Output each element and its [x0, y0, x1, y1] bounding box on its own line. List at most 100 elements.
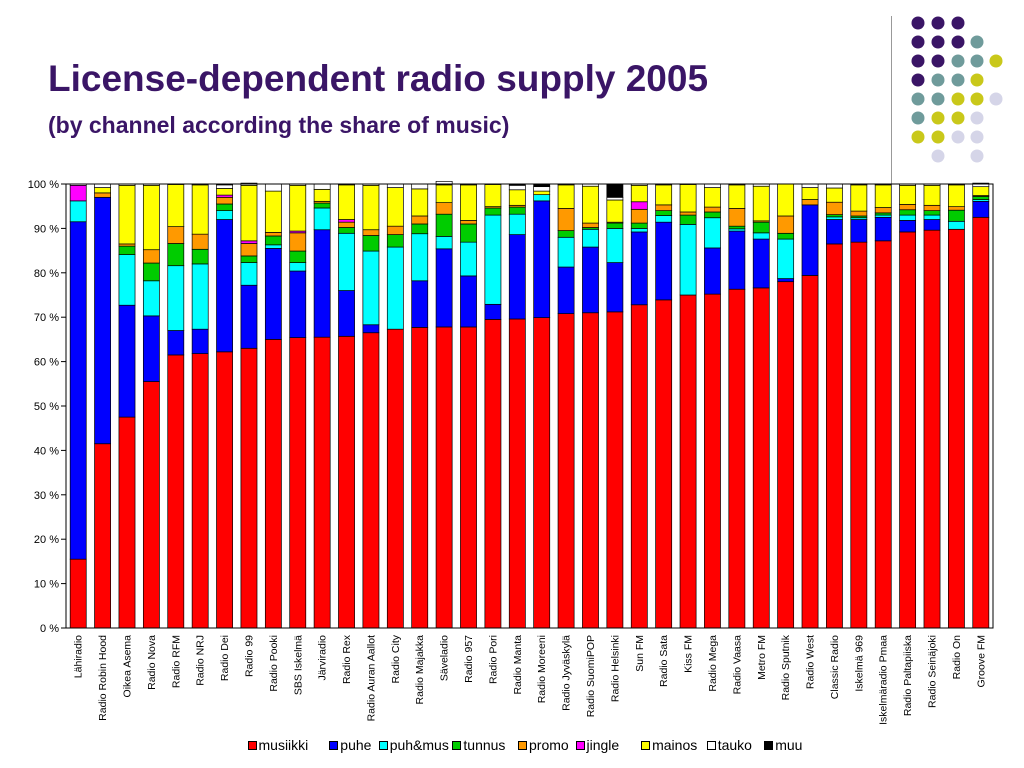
x-tick-label: Radio Paltapiiska — [902, 635, 914, 716]
bar-segment-tauko — [313, 183, 331, 190]
x-tick-label: Radio Moreeni — [536, 635, 548, 703]
bar-segment-promo — [435, 202, 453, 215]
bar-segment-promo — [728, 208, 746, 227]
bar-segment-puhe — [874, 216, 892, 242]
legend-label: musiikki — [258, 737, 309, 753]
x-tick-label: Metro FM — [756, 635, 768, 680]
bar-segment-mainos — [582, 185, 599, 224]
bar-segment-mainos — [484, 184, 502, 207]
bar-segment-mainos — [362, 184, 380, 231]
bar-segment-musiikki — [264, 339, 282, 629]
bar-segment-musiikki — [386, 328, 404, 629]
bar-segment-mainos — [557, 184, 575, 209]
bar-segment-tunnus — [191, 248, 209, 265]
bar-segment-puh-mus — [69, 200, 87, 223]
bar-segment-promo — [338, 221, 355, 228]
x-tick-label: Radio Pooki — [268, 635, 280, 692]
bar-segment-puh-mus — [362, 250, 380, 326]
bar-segment-puh-mus — [606, 228, 624, 263]
bar-segment-mainos — [167, 184, 185, 227]
decorative-dot — [970, 92, 984, 106]
bar-segment-musiikki — [435, 326, 453, 629]
bar-segment-promo — [191, 233, 209, 250]
bar-segment-promo — [899, 204, 917, 211]
bar-segment-puh-mus — [582, 228, 599, 248]
bar-segment-tunnus — [948, 209, 965, 222]
bar-segment-musiikki — [679, 294, 697, 629]
bar-segment-puh-mus — [435, 236, 453, 250]
bar-segment-puhe — [923, 219, 941, 231]
bar-segment-puh-mus — [899, 214, 917, 221]
bar-segment-mainos — [508, 189, 526, 206]
bar-segment-promo — [826, 201, 843, 215]
bar-segment-puh-mus — [533, 194, 551, 202]
x-tick-label: Kiss FM — [683, 635, 695, 673]
x-tick-label: Radio Robin Hood — [97, 635, 109, 721]
decorative-dot — [970, 149, 984, 163]
bar-segment-puhe — [801, 204, 819, 276]
decorative-dot — [989, 92, 1003, 106]
bar-segment-mainos — [289, 184, 307, 232]
bar-segment-puhe — [313, 229, 331, 338]
bar-segment-puh-mus — [191, 263, 209, 330]
bar-segment-musiikki — [557, 313, 575, 629]
bar-segment-puh-mus — [826, 216, 843, 220]
bar-segment-tauko — [94, 183, 111, 188]
bar-segment-tauko — [411, 183, 429, 190]
bar-segment-puhe — [411, 280, 429, 328]
x-tick-label: Iskelmäradio Pmaa — [878, 635, 890, 725]
bar-segment-musiikki — [94, 443, 111, 629]
bar-segment-puh-mus — [484, 214, 502, 305]
bar-segment-tauko — [826, 183, 843, 189]
decorative-dot — [931, 35, 945, 49]
bar-segment-puh-mus — [118, 254, 136, 306]
legend-label: jingle — [586, 737, 620, 753]
bar-segment-tauko — [704, 183, 721, 188]
bar-segment-promo — [630, 208, 648, 224]
bar-segment-promo — [386, 225, 404, 235]
decorative-dot — [931, 92, 945, 106]
bar-segment-puhe — [484, 303, 502, 320]
bar-segment-musiikki — [69, 558, 87, 629]
decorative-dot — [911, 54, 925, 68]
bar-segment-promo — [704, 206, 721, 213]
bar-segment-tunnus — [484, 207, 502, 216]
bar-segment-tunnus — [899, 209, 917, 216]
bar-segment-puhe — [704, 247, 721, 295]
bar-segment-musiikki — [948, 228, 965, 629]
bar-segment-promo — [874, 207, 892, 214]
bar-segment-musiikki — [606, 311, 624, 629]
bar-segment-puhe — [850, 219, 868, 243]
bar-segment-puhe — [216, 219, 233, 353]
bar-segment-puh-mus — [948, 220, 965, 230]
bar-segment-tauko — [216, 184, 233, 189]
bar-segment-mainos — [777, 183, 795, 217]
bar-segment-tunnus — [216, 203, 233, 211]
x-tick-label: Radio On — [951, 635, 963, 680]
bar-segment-puh-mus — [923, 214, 941, 220]
bar-segment-tunnus — [923, 210, 941, 216]
decorative-dot — [989, 54, 1003, 68]
bar-segment-tunnus — [972, 196, 990, 200]
bar-segment-tunnus — [557, 230, 575, 238]
x-tick-label: Radio Seinäjoki — [927, 635, 939, 708]
legend-swatch — [575, 741, 585, 750]
y-tick-label: 100 % — [28, 179, 59, 191]
bar-segment-musiikki — [508, 318, 526, 629]
bar-segment-musiikki — [850, 241, 868, 629]
bar-segment-mainos — [460, 184, 477, 221]
bar-segment-mainos — [411, 188, 429, 217]
bar-segment-tunnus — [362, 235, 380, 252]
bar-segment-mainos — [94, 187, 111, 194]
bar-segment-mainos — [972, 186, 990, 196]
bar-segment-tunnus — [240, 255, 258, 263]
x-tick-label: Radio 99 — [243, 635, 255, 677]
x-tick-label: Lähiradio — [73, 635, 85, 678]
bar-segment-mainos — [606, 199, 624, 223]
bar-segment-promo — [655, 204, 673, 211]
bar-segment-tunnus — [435, 213, 453, 237]
bar-segment-tunnus — [386, 234, 404, 248]
bar-segment-puh-mus — [313, 207, 331, 231]
bar-segment-tunnus — [264, 235, 282, 246]
bar-segment-tauko — [264, 183, 282, 192]
